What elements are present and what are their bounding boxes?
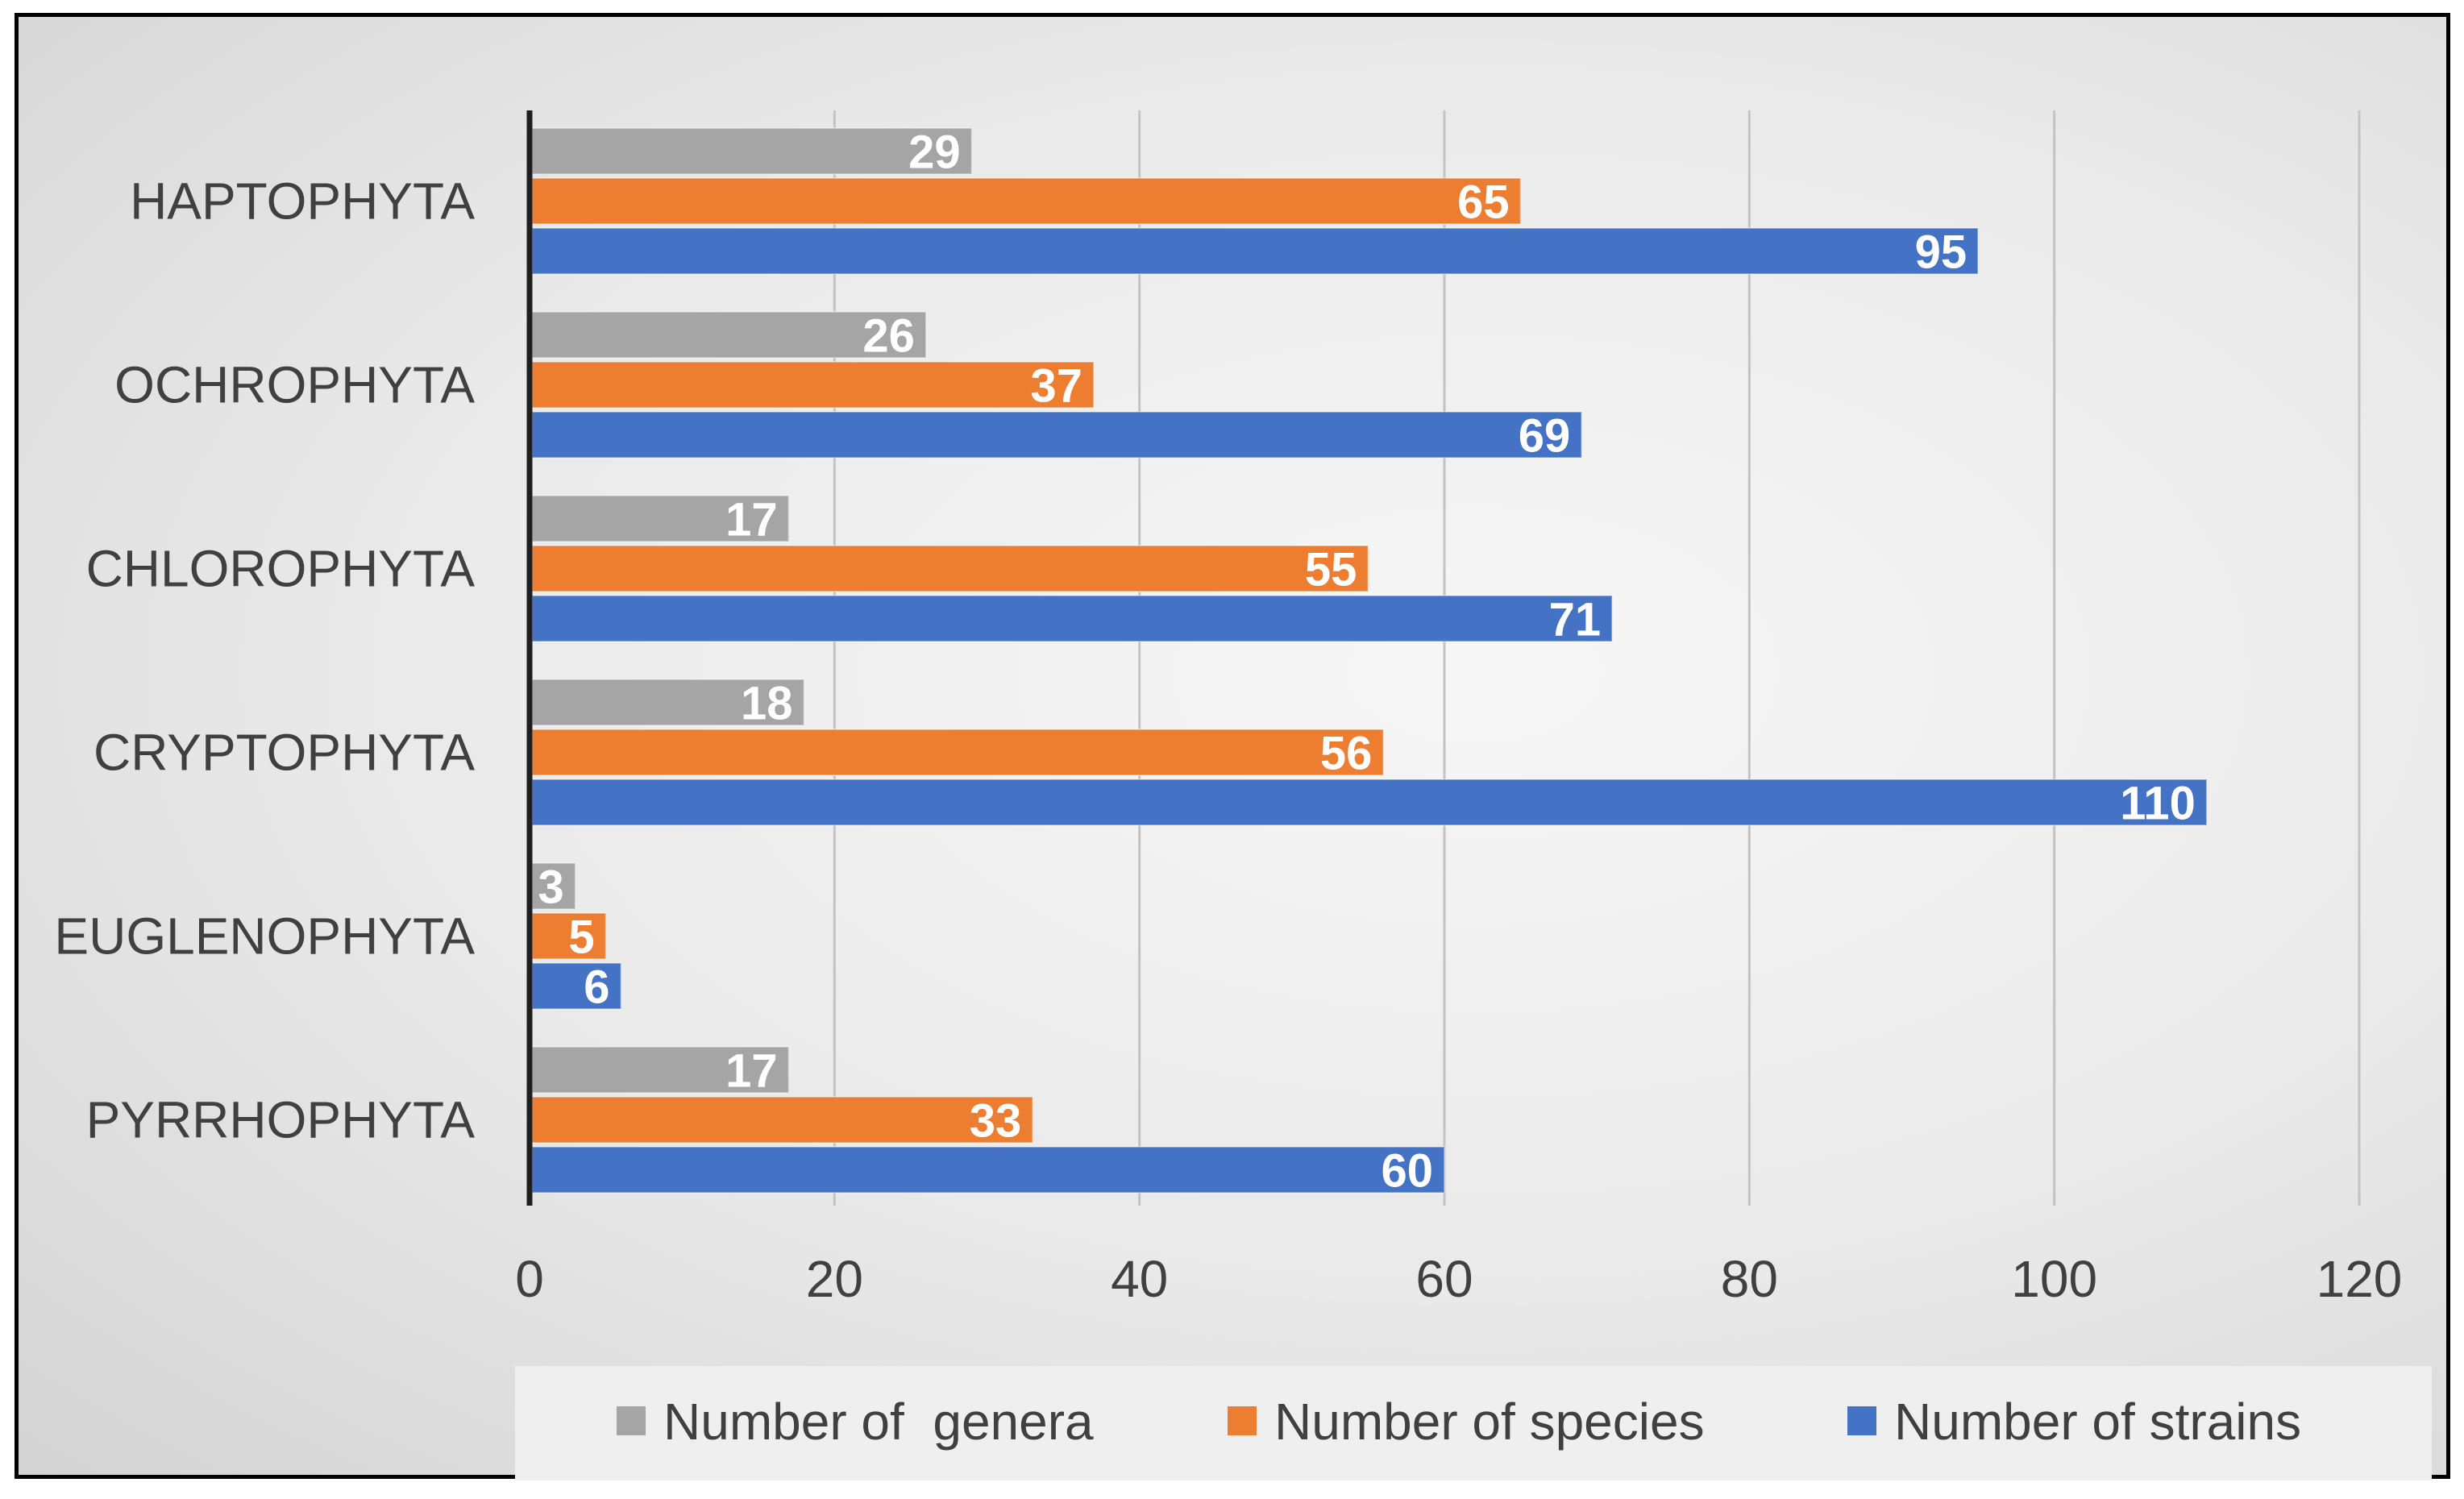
legend-swatch-number-of-species — [1228, 1406, 1257, 1435]
x-tick-label-40: 40 — [1111, 1250, 1168, 1308]
x-tick-label-20: 20 — [806, 1250, 863, 1308]
data-label-ochrophyta-number-of-genera: 26 — [862, 310, 915, 363]
data-label-cryptophyta-number-of-strains: 110 — [2120, 778, 2196, 830]
data-label-pyrrhophyta-number-of-species: 33 — [970, 1095, 1022, 1148]
category-label-cryptophyta: CRYPTOPHYTA — [93, 724, 475, 782]
data-label-ochrophyta-number-of-species: 37 — [1030, 360, 1082, 413]
bar-pyrrhophyta-number-of-species — [531, 1096, 1034, 1144]
category-label-haptophyta: HAPTOPHYTA — [130, 172, 475, 230]
x-tick-label-120: 120 — [2316, 1250, 2403, 1308]
category-label-euglenophyta: EUGLENOPHYTA — [54, 907, 475, 965]
x-tick-label-100: 100 — [2011, 1250, 2097, 1308]
legend-label-number-of-strains: Number of strains — [1894, 1393, 2301, 1451]
category-label-pyrrhophyta: PYRRHOPHYTA — [86, 1091, 476, 1149]
bar-ochrophyta-number-of-genera — [531, 311, 927, 359]
data-label-euglenophyta-number-of-genera: 3 — [538, 862, 563, 914]
bar-ochrophyta-number-of-strains — [531, 411, 1583, 459]
legend-swatch-number-of-genera — [617, 1406, 646, 1435]
legend-label-number-of-species: Number of species — [1274, 1393, 1705, 1451]
data-label-pyrrhophyta-number-of-strains: 60 — [1381, 1145, 1433, 1198]
data-label-cryptophyta-number-of-genera: 18 — [741, 678, 793, 730]
x-tick-label-60: 60 — [1415, 1250, 1473, 1308]
data-label-chlorophyta-number-of-strains: 71 — [1549, 594, 1602, 646]
category-label-ochrophyta: OCHROPHYTA — [114, 356, 475, 414]
data-label-pyrrhophyta-number-of-genera: 17 — [725, 1045, 778, 1098]
data-label-ochrophyta-number-of-strains: 69 — [1519, 410, 1571, 463]
data-label-haptophyta-number-of-species: 65 — [1457, 176, 1510, 229]
bar-chart: 0 20 40 60 80 100 120 HAPTOPHYTA 29 65 95 OCHROPHYT… — [54, 110, 2432, 1480]
data-label-haptophyta-number-of-strains: 95 — [1915, 226, 1967, 279]
bar-chlorophyta-number-of-strains — [531, 595, 1614, 642]
bar-pyrrhophyta-number-of-genera — [531, 1046, 790, 1094]
bar-chlorophyta-number-of-species — [531, 545, 1369, 592]
data-label-haptophyta-number-of-genera: 29 — [908, 127, 961, 179]
bar-cryptophyta-number-of-species — [531, 729, 1385, 776]
bar-euglenophyta-number-of-strains — [531, 962, 622, 1010]
data-label-euglenophyta-number-of-species: 5 — [568, 911, 594, 964]
bar-euglenophyta-number-of-genera — [531, 862, 576, 910]
category-label-chlorophyta: CHLOROPHYTA — [86, 540, 476, 598]
legend: Number of genera Number of species Number … — [515, 1366, 2432, 1480]
legend-box — [515, 1366, 2432, 1480]
data-label-euglenophyta-number-of-strains: 6 — [584, 961, 609, 1014]
bar-cryptophyta-number-of-strains — [531, 779, 2208, 826]
x-tick-label-0: 0 — [515, 1250, 544, 1308]
x-tick-label-80: 80 — [1721, 1250, 1778, 1308]
bar-haptophyta-number-of-genera — [531, 127, 973, 175]
bar-haptophyta-number-of-strains — [531, 227, 1980, 275]
bar-pyrrhophyta-number-of-strains — [531, 1146, 1445, 1194]
bar-euglenophyta-number-of-species — [531, 912, 607, 960]
labels: 0 20 40 60 80 100 120 HAPTOPHYTA 29 65 95 OCHROPHYT… — [54, 127, 2402, 1309]
chart-frame: 0 20 40 60 80 100 120 HAPTOPHYTA 29 65 95 OCHROPHYT… — [15, 13, 2450, 1480]
legend-label-number-of-genera: Number of genera — [663, 1393, 1094, 1451]
bar-ochrophyta-number-of-species — [531, 361, 1095, 409]
data-label-cryptophyta-number-of-species: 56 — [1320, 728, 1373, 780]
data-label-chlorophyta-number-of-species: 55 — [1305, 544, 1357, 596]
bars — [531, 127, 2208, 1194]
gridlines — [833, 110, 2361, 1206]
bar-cryptophyta-number-of-genera — [531, 679, 805, 726]
legend-swatch-number-of-strains — [1847, 1406, 1876, 1435]
bar-haptophyta-number-of-species — [531, 177, 1522, 225]
data-label-chlorophyta-number-of-genera: 17 — [725, 494, 778, 546]
